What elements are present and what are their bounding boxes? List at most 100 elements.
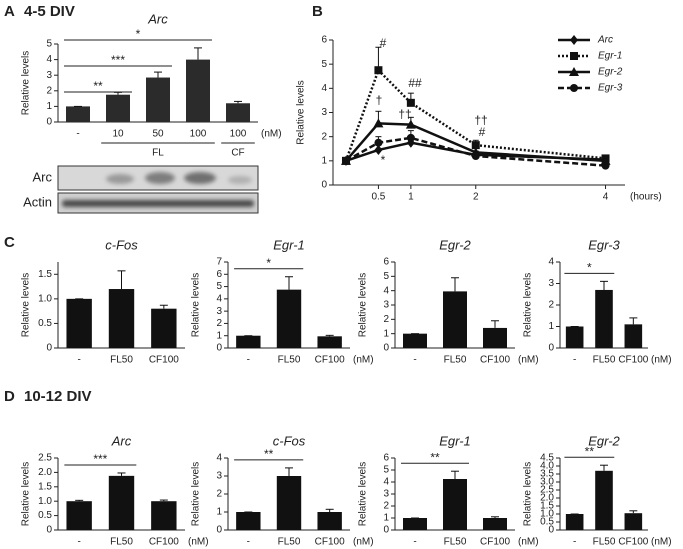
y-tick-label: 1.0 xyxy=(38,293,52,304)
y-tick-label: 1 xyxy=(383,328,389,339)
y-tick-label: 0 xyxy=(548,343,554,354)
x-tick-label: - xyxy=(413,355,416,366)
y-tick-label: 1.5 xyxy=(540,501,554,512)
x-tick-label: CF100 xyxy=(480,537,510,548)
bar xyxy=(443,479,467,530)
y-tick-label: 2.0 xyxy=(38,467,52,478)
marker xyxy=(570,35,578,45)
x-tick-label: - xyxy=(573,355,576,366)
blot-label: Actin xyxy=(23,194,52,209)
x-tick-label: FL50 xyxy=(593,355,616,366)
bar xyxy=(108,475,135,530)
significance-label: ** xyxy=(93,79,103,93)
y-axis-label: Relative levels xyxy=(358,462,369,526)
y-tick-label: 1 xyxy=(321,155,327,166)
panel-label: C xyxy=(4,234,15,251)
y-tick-label: 5 xyxy=(216,281,222,292)
panel-label: A xyxy=(4,3,15,20)
significance-label: † xyxy=(376,93,383,107)
chart-title: c-Fos xyxy=(273,433,306,448)
significance-label: * xyxy=(381,153,386,167)
chart-title: c-Fos xyxy=(105,237,138,252)
bar xyxy=(186,59,210,122)
series-line xyxy=(345,136,606,167)
y-tick-label: 5 xyxy=(321,59,327,70)
chart-title: Arc xyxy=(111,433,132,448)
y-tick-label: 2 xyxy=(548,300,554,311)
y-tick-label: 1 xyxy=(548,321,554,332)
y-tick-label: 0 xyxy=(46,117,52,128)
y-tick-label: 2 xyxy=(216,318,222,329)
bar xyxy=(443,291,467,348)
bar xyxy=(624,324,643,348)
significance-label: †† xyxy=(398,107,411,121)
y-tick-label: 2 xyxy=(383,501,389,512)
y-tick-label: 5 xyxy=(383,465,389,476)
y-tick-label: 0 xyxy=(46,343,52,354)
x-tick-label: 100 xyxy=(230,129,247,140)
bar xyxy=(276,289,302,348)
y-tick-label: 4 xyxy=(46,54,52,65)
y-tick-label: 6 xyxy=(321,35,327,46)
y-tick-label: 1 xyxy=(46,101,52,112)
chart-title: Egr-2 xyxy=(439,237,471,252)
x-tick-label: FL50 xyxy=(278,537,301,548)
y-tick-label: 3.0 xyxy=(540,477,554,488)
unit-label: (nM) xyxy=(651,537,672,548)
x-tick-label: - xyxy=(77,355,80,366)
x-tick-label: CF100 xyxy=(315,355,345,366)
bar xyxy=(146,77,170,122)
x-tick-label: 10 xyxy=(112,129,124,140)
group-label: CF xyxy=(231,148,244,159)
significance-label: *** xyxy=(111,53,125,67)
chart-title: Egr-1 xyxy=(273,237,305,252)
significance-label: * xyxy=(587,261,592,275)
y-tick-label: 0 xyxy=(46,525,52,536)
y-tick-label: 1.5 xyxy=(38,269,52,280)
y-tick-label: 0.5 xyxy=(540,517,554,528)
bar xyxy=(317,336,342,348)
bar xyxy=(483,518,507,530)
y-tick-label: 5 xyxy=(383,271,389,282)
y-tick-label: 1 xyxy=(216,330,222,341)
x-tick-label: CF100 xyxy=(149,355,179,366)
bar xyxy=(66,106,90,122)
x-tick-label: 4 xyxy=(603,192,609,203)
y-tick-label: 3.5 xyxy=(540,469,554,480)
bar xyxy=(226,103,250,122)
y-tick-label: 1.0 xyxy=(38,496,52,507)
marker xyxy=(601,161,610,170)
marker xyxy=(570,52,578,60)
y-tick-label: 3 xyxy=(383,489,389,500)
chart-title: Egr-3 xyxy=(588,237,620,252)
chart-title: Egr-1 xyxy=(439,433,471,448)
y-tick-label: 1 xyxy=(216,507,222,518)
x-tick-label: 1 xyxy=(408,192,414,203)
x-tick-label: CF100 xyxy=(315,537,345,548)
unit-label: (nM) xyxy=(518,537,539,548)
x-tick-label: - xyxy=(77,537,80,548)
bar xyxy=(66,501,92,530)
y-tick-label: 6 xyxy=(383,453,389,464)
x-tick-label: 50 xyxy=(152,129,164,140)
y-tick-label: 0 xyxy=(216,343,222,354)
marker xyxy=(570,84,578,92)
y-tick-label: 2 xyxy=(46,85,52,96)
x-tick-label: - xyxy=(247,537,250,548)
marker xyxy=(374,138,383,147)
y-tick-label: 0 xyxy=(383,525,389,536)
unit-label: (nM) xyxy=(353,537,374,548)
series-line xyxy=(344,67,606,162)
y-tick-label: 1 xyxy=(383,513,389,524)
western-blot: Arc Actin xyxy=(23,165,259,214)
x-tick-label: FL50 xyxy=(110,537,133,548)
marker xyxy=(406,98,415,107)
significance-label: # xyxy=(479,125,486,139)
marker xyxy=(471,141,480,150)
bar xyxy=(236,512,261,530)
y-tick-label: 0 xyxy=(383,343,389,354)
x-tick-label: FL50 xyxy=(444,355,467,366)
x-tick-label: 0.5 xyxy=(371,192,385,203)
bar xyxy=(565,514,584,530)
y-tick-label: 4 xyxy=(321,83,327,94)
